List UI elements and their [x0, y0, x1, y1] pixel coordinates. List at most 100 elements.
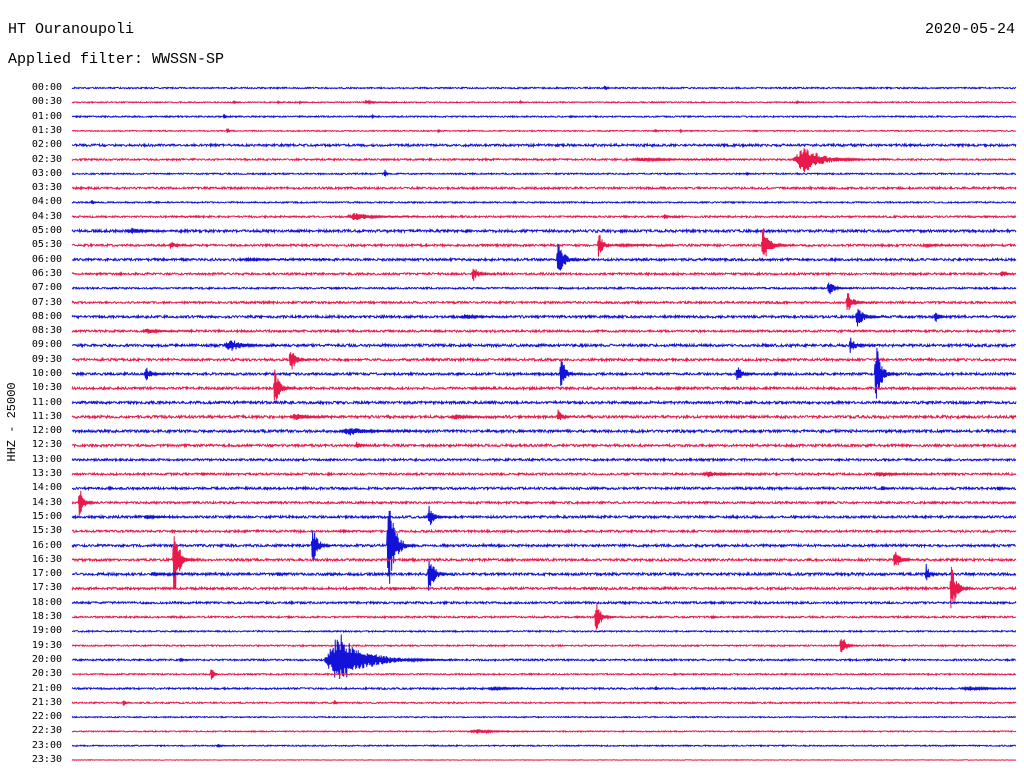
seismogram-trace [71, 328, 1017, 335]
seismic-event [616, 242, 679, 249]
row-time-label: 10:00 [31, 368, 62, 379]
row-time-label: 22:00 [31, 711, 62, 723]
row-time-label: 01:00 [31, 110, 62, 122]
seismic-event [458, 313, 513, 320]
seismic-event [480, 385, 491, 390]
seismic-event [848, 337, 874, 354]
seismic-event [892, 551, 918, 566]
seismic-event [323, 634, 458, 679]
seismic-event [845, 293, 875, 311]
row-time-label: 02:30 [31, 153, 62, 165]
seismic-event [232, 100, 242, 105]
seismic-event [216, 744, 230, 748]
seismic-event [524, 500, 534, 506]
row-time-label: 02:00 [31, 139, 62, 151]
seismic-event [345, 213, 426, 221]
seismic-event [792, 148, 891, 172]
seismic-event [653, 128, 663, 133]
seismic-event [276, 100, 286, 105]
seismogram-trace [71, 100, 1017, 104]
seismogram-trace [71, 456, 1017, 463]
seismogram-trace [71, 399, 1017, 406]
row-time-label: 04:30 [31, 210, 62, 222]
seismic-event [141, 328, 195, 334]
seismic-event [959, 685, 1017, 692]
seismogram-trace [71, 370, 1017, 378]
row-time-label: 08:30 [31, 325, 62, 337]
seismogram-trace [71, 614, 1017, 620]
row-time-label: 07:30 [31, 296, 62, 308]
seismic-event [238, 256, 328, 263]
row-time-label: 20:00 [31, 653, 62, 665]
seismic-event [408, 313, 418, 319]
row-time-label: 10:30 [31, 382, 62, 394]
time-axis-labels: 00:00 00:30 01:00 01:30 02:00 02:30 03:00 03:30… [0, 0, 70, 780]
seismic-event [568, 114, 578, 119]
row-time-label: 16:30 [31, 553, 62, 565]
row-time-label: 04:00 [31, 196, 62, 208]
seismic-event [77, 490, 99, 516]
seismogram-trace [71, 585, 1017, 592]
row-time-label: 06:30 [31, 267, 62, 279]
seismic-event [449, 414, 503, 420]
seismic-event [924, 563, 942, 581]
row-time-label: 19:00 [31, 625, 62, 637]
filter-label: Applied filter: WWSSN-SP [8, 51, 225, 68]
seismic-event [386, 510, 420, 584]
seismic-event [222, 113, 232, 119]
seismic-event [556, 409, 578, 420]
seismic-event [483, 156, 493, 162]
row-time-label: 16:00 [31, 539, 62, 551]
seismic-event [880, 485, 894, 491]
seismic-event [436, 128, 446, 134]
seismic-event [310, 530, 336, 561]
row-time-label: 15:00 [31, 510, 62, 522]
seismic-event [468, 728, 549, 735]
seismic-event [121, 700, 132, 706]
seismogram-trace [71, 256, 1017, 263]
seismic-event [172, 536, 198, 590]
row-time-label: 20:30 [31, 668, 62, 680]
seismogram-trace [71, 729, 1017, 734]
row-time-label: 17:30 [31, 582, 62, 594]
seismic-event [663, 213, 681, 220]
seismogram-trace [71, 570, 1017, 578]
row-time-label: 11:00 [31, 396, 62, 408]
seismogram-trace [71, 200, 1017, 205]
seismic-event [169, 241, 191, 249]
seismic-event [225, 127, 235, 134]
seismic-event [392, 586, 406, 592]
seismic-event [150, 571, 192, 577]
seismogram-trace [71, 270, 1017, 277]
row-time-label: 06:00 [31, 253, 62, 265]
row-time-label: 18:00 [31, 596, 62, 608]
row-time-label: 23:30 [31, 754, 62, 765]
row-time-label: 21:30 [31, 696, 62, 708]
seismogram-trace [71, 129, 1017, 133]
seismic-event [354, 441, 372, 448]
seismic-event [949, 566, 975, 609]
seismic-event [763, 342, 774, 348]
seismic-event [487, 685, 550, 692]
row-time-label: 19:30 [31, 639, 62, 651]
seismic-event [760, 228, 794, 257]
seismic-event [90, 199, 100, 205]
seismic-event [924, 242, 958, 249]
row-time-label: 14:30 [31, 496, 62, 508]
seismic-event [272, 369, 299, 401]
seismic-event [593, 604, 620, 630]
seismogram-trace [71, 171, 1017, 176]
seismogram-trace [71, 428, 1017, 435]
seismogram-trace [71, 542, 1017, 549]
seismogram-trace [71, 528, 1017, 535]
seismogram-trace [71, 643, 1017, 648]
seismic-event [603, 85, 613, 91]
seismic-event [855, 308, 889, 327]
seismic-event [518, 99, 528, 105]
row-time-label: 14:00 [31, 482, 62, 494]
row-time-label: 05:30 [31, 239, 62, 251]
seismic-event [710, 614, 724, 620]
date-label: 2020-05-24 [924, 21, 1015, 38]
seismic-event [873, 347, 900, 399]
seismic-event [276, 571, 286, 576]
